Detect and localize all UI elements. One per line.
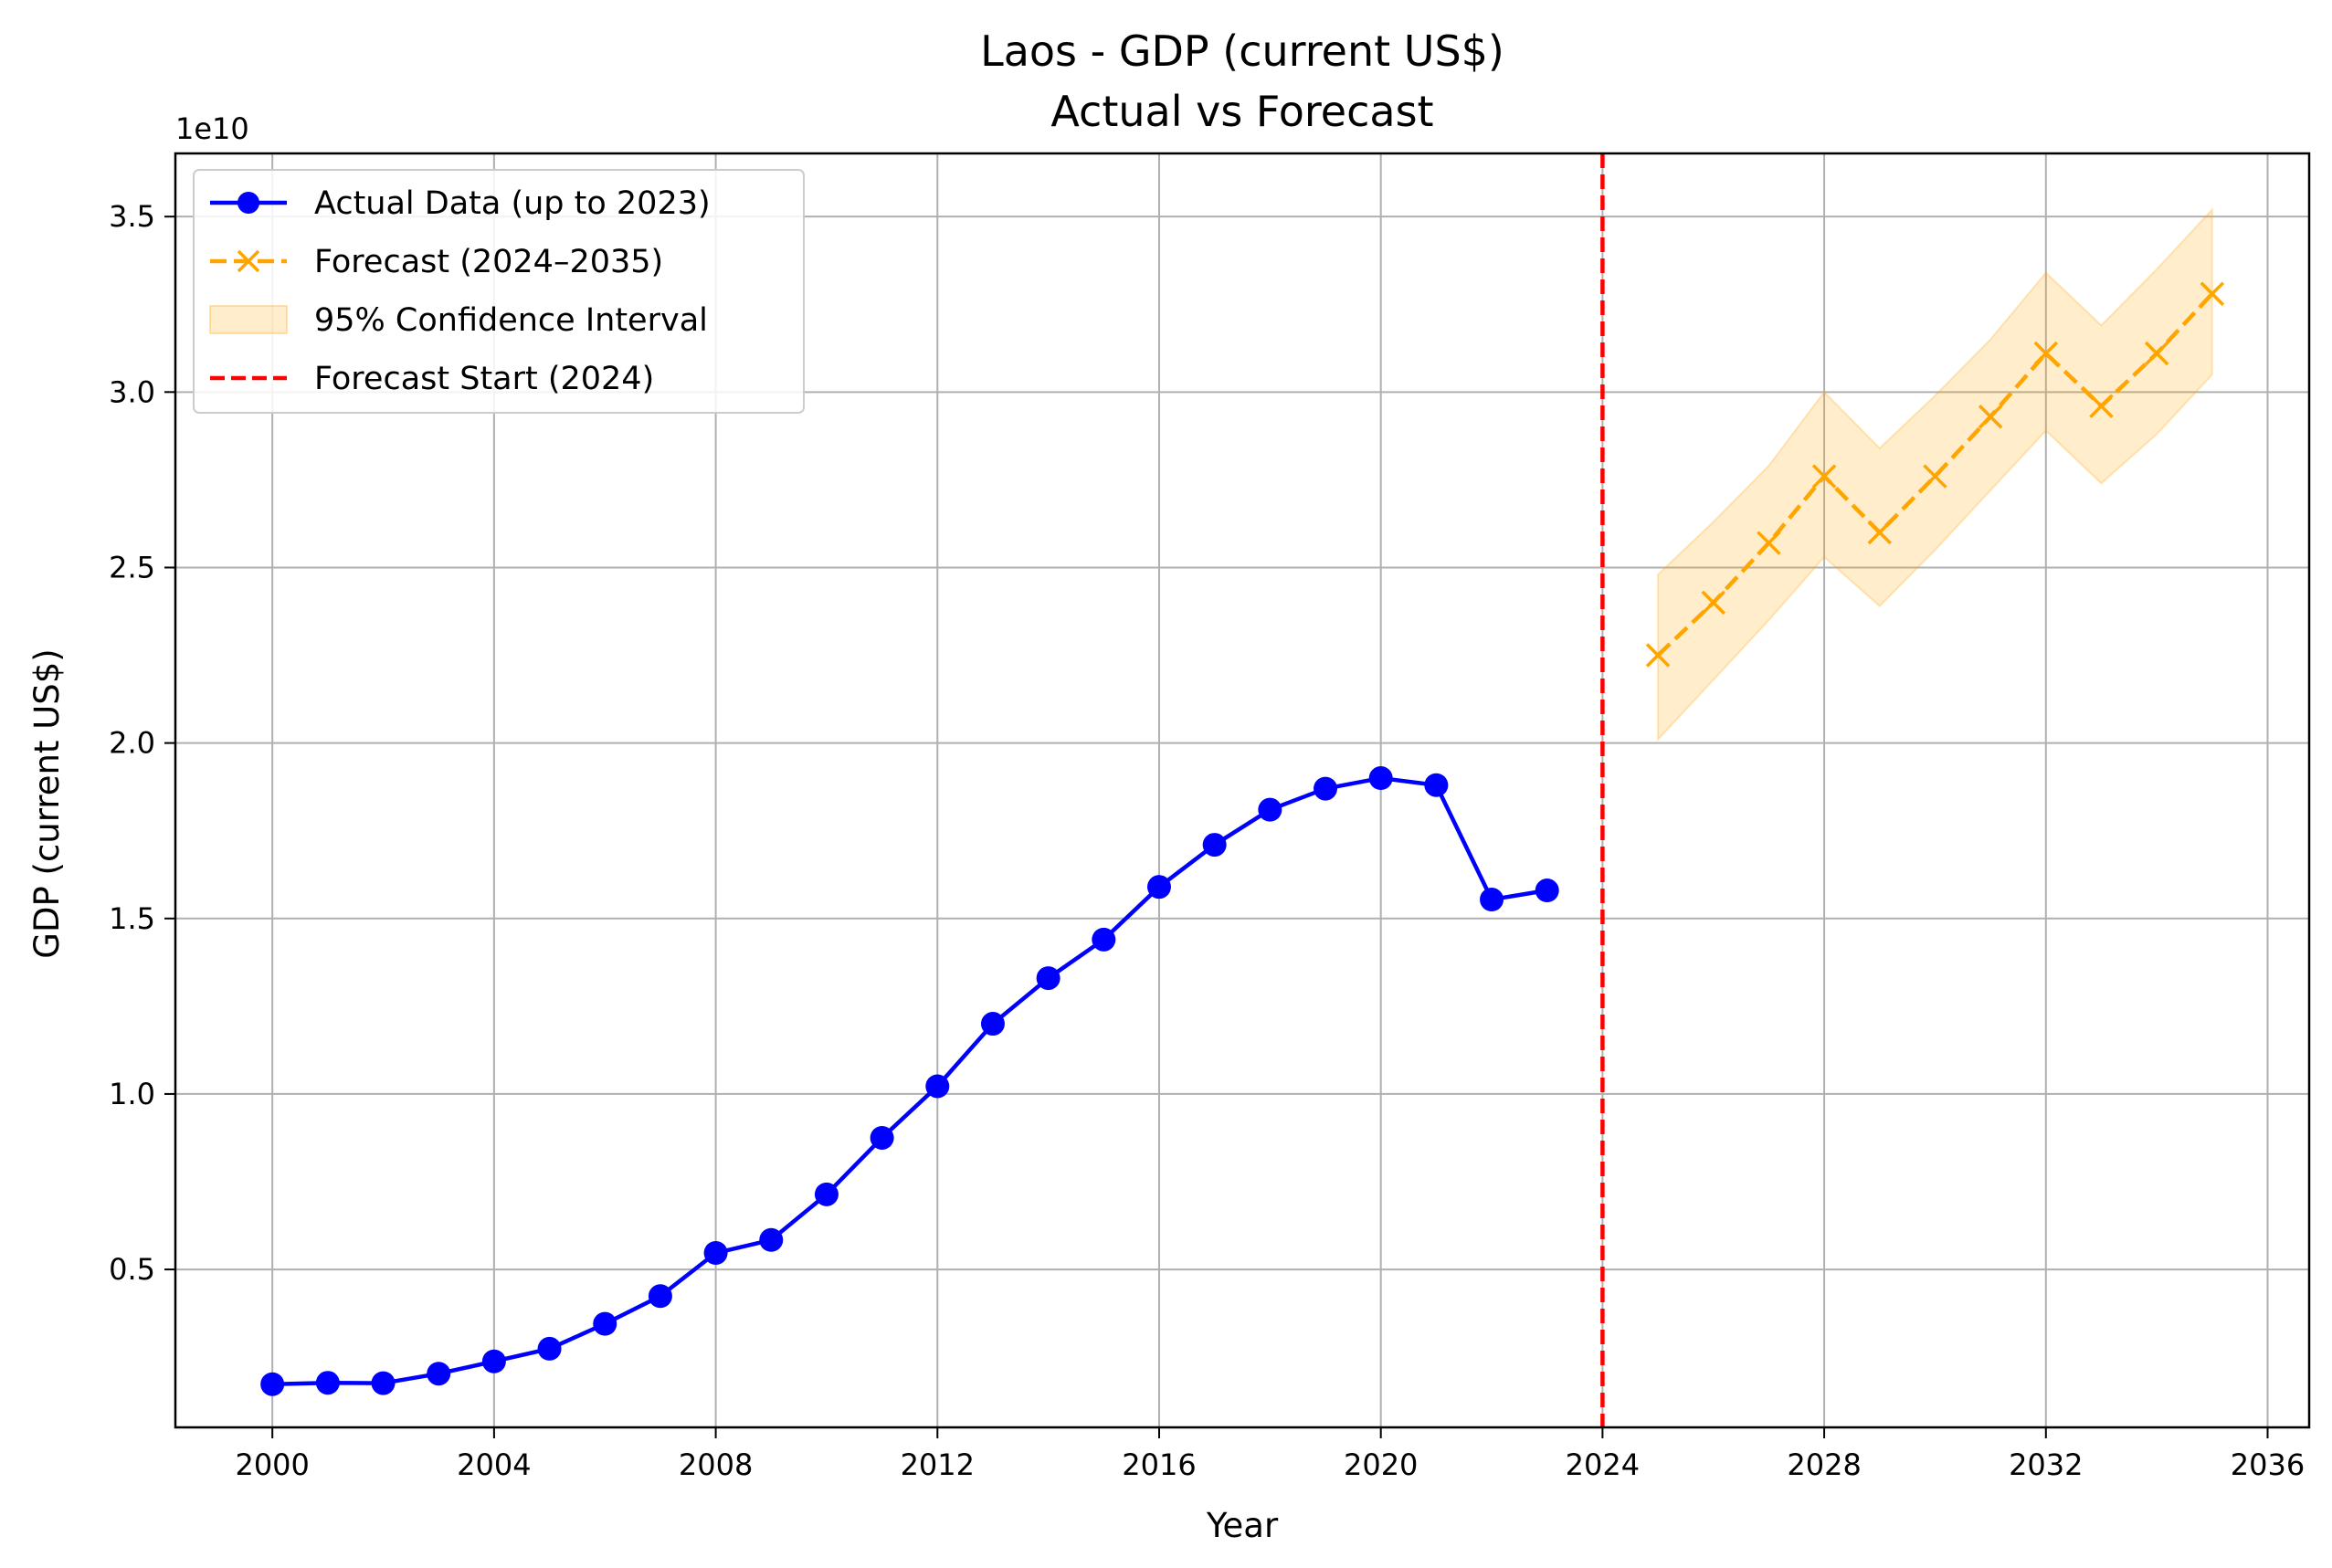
actual-point [1424, 773, 1449, 797]
actual-point [980, 1012, 1005, 1037]
plot-frame [174, 152, 2311, 1429]
actual-point [593, 1311, 617, 1336]
x-tick-label: 2024 [1566, 1447, 1640, 1482]
forecast-point [2144, 341, 2169, 366]
actual-point [703, 1241, 728, 1266]
grid [175, 153, 2309, 1427]
legend-marker-actual [237, 192, 259, 214]
forecast-point [1867, 520, 1893, 545]
actual-point [1535, 879, 1559, 903]
actual-point [1146, 875, 1171, 900]
forecast-point [1923, 464, 1947, 489]
actual-point [870, 1125, 894, 1150]
forecast-point [2033, 341, 2059, 366]
y-tick-label: 0.5 [109, 1252, 155, 1287]
x-tick-label: 2016 [1122, 1447, 1196, 1482]
y-axis-label: GDP (current US$) [27, 648, 67, 958]
actual-point [925, 1074, 950, 1099]
actual-point [1036, 966, 1060, 991]
chart-title: Laos - GDP (current US$) [980, 26, 1504, 76]
actual-point [814, 1182, 839, 1206]
forecast-point [2089, 394, 2114, 418]
actual-point [1314, 776, 1338, 801]
x-tick-label: 2000 [235, 1447, 309, 1482]
forecast-point [1978, 404, 2003, 429]
actual-point [537, 1336, 562, 1361]
forecast-point [1701, 590, 1725, 616]
legend-swatch-ci [209, 305, 288, 334]
y-tick-label: 3.5 [109, 199, 155, 234]
actual-point [481, 1349, 506, 1373]
forecast-line [1656, 292, 2214, 658]
x-tick-label: 2032 [2009, 1447, 2083, 1482]
chart-subtitle: Actual vs Forecast [1050, 87, 1433, 136]
actual-point [427, 1362, 451, 1386]
forecast-point [1645, 643, 1671, 668]
actual-point [648, 1284, 672, 1309]
forecast-point [1811, 464, 1837, 489]
legend-label: Forecast (2024–2035) [314, 244, 663, 280]
legend-label: 95% Confidence Interval [314, 302, 708, 339]
x-tick-label: 2036 [2231, 1447, 2305, 1482]
actual-point [1368, 766, 1393, 791]
actual-point [315, 1371, 340, 1395]
actual-point [1092, 927, 1116, 952]
actual-point [1202, 833, 1227, 858]
actual-point [371, 1371, 396, 1395]
legend-marker-forecast [237, 249, 260, 273]
legend-box [193, 169, 805, 414]
x-tick-label: 2004 [457, 1447, 531, 1482]
y-tick-label: 2.0 [109, 726, 155, 761]
ticks: 2000 2004 2008 2012 2016 2020 2024 2028 2032 2036… [109, 199, 2305, 1482]
series-layer [260, 281, 2225, 1396]
x-tick-label: 2012 [901, 1447, 975, 1482]
x-tick-label: 2020 [1344, 1447, 1418, 1482]
actual-point [1258, 797, 1282, 822]
y-tick-label: 1.5 [109, 901, 155, 936]
legend: Actual Data (up to 2023) Forecast (2024–2… [193, 169, 805, 414]
actual-line [272, 775, 1548, 1386]
x-tick-label: 2008 [679, 1447, 753, 1482]
legend-label: Forecast Start (2024) [314, 361, 654, 397]
y-offset-label: 1e10 [175, 111, 249, 146]
actual-point [1480, 888, 1504, 912]
forecast-point [1757, 531, 1781, 555]
y-tick-label: 1.0 [109, 1077, 155, 1111]
legend-label: Actual Data (up to 2023) [314, 185, 711, 222]
y-tick-label: 3.0 [109, 374, 155, 409]
x-axis-label: Year [1206, 1506, 1279, 1545]
actual-point [260, 1372, 285, 1396]
actual-point [759, 1227, 784, 1252]
y-tick-label: 2.5 [109, 550, 155, 584]
x-tick-label: 2028 [1787, 1447, 1861, 1482]
forecast-point [2200, 281, 2225, 306]
